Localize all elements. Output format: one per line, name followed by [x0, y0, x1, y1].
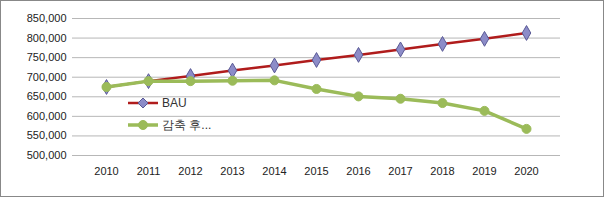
svg-text:2017: 2017: [388, 165, 412, 177]
svg-text:2015: 2015: [304, 165, 328, 177]
svg-text:700,000: 700,000: [27, 71, 67, 83]
svg-text:550,000: 550,000: [27, 129, 67, 141]
html-text:감축 후...: 감축 후...: [162, 117, 212, 132]
svg-text:2016: 2016: [346, 165, 370, 177]
svg-text:2014: 2014: [262, 165, 286, 177]
svg-text:500,000: 500,000: [27, 149, 67, 161]
svg-text:750,000: 750,000: [27, 51, 67, 63]
svg-text:2019: 2019: [472, 165, 496, 177]
svg-text:800,000: 800,000: [27, 32, 67, 44]
svg-text:600,000: 600,000: [27, 110, 67, 122]
svg-text:2020: 2020: [514, 165, 538, 177]
svg-text:2010: 2010: [94, 165, 118, 177]
svg-text:2013: 2013: [220, 165, 244, 177]
svg-text:2011: 2011: [137, 165, 161, 177]
svg-text:850,000: 850,000: [27, 12, 67, 24]
html-text:BAU: BAU: [162, 96, 187, 110]
svg-text:2018: 2018: [430, 165, 454, 177]
svg-text:650,000: 650,000: [27, 90, 67, 102]
svg-text:2012: 2012: [178, 165, 202, 177]
